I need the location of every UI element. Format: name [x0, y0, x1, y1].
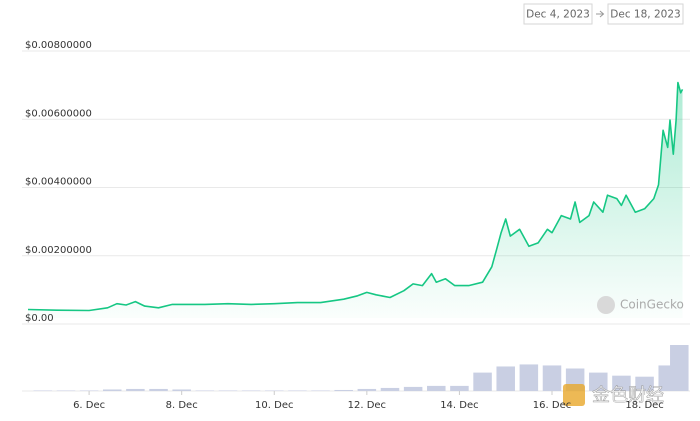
x-tick-label: 6. Dec — [73, 400, 105, 411]
volume-bar — [450, 385, 469, 391]
volume-bar — [473, 372, 492, 391]
y-tick-label: $0.00800000 — [25, 40, 92, 51]
date-to-box[interactable] — [607, 3, 684, 25]
area-fill — [28, 82, 683, 318]
volume-bar — [311, 390, 330, 391]
y-tick-label: $0.00600000 — [25, 108, 92, 119]
volume-bar — [427, 385, 446, 391]
volume-bar — [380, 387, 400, 391]
x-tick-label: 10. Dec — [255, 400, 293, 411]
y-tick-label: $0.00400000 — [25, 177, 92, 188]
x-tick-label: 16. Dec — [533, 400, 571, 411]
volume-bar — [56, 390, 76, 391]
y-tick-label: $0.00 — [25, 313, 54, 324]
volume-bar — [195, 390, 215, 391]
volume-bar — [519, 364, 539, 391]
overlay-logo — [563, 384, 585, 406]
volume-bar — [218, 390, 238, 391]
price-line — [27, 81, 684, 312]
x-axis: 6. Dec 8. Dec 10. Dec 12. Dec 14. Dec 16. Dec… — [73, 391, 664, 411]
x-tick-label: 18. Dec — [625, 400, 663, 411]
volume-bar — [542, 365, 562, 391]
volume-bar — [496, 366, 515, 391]
volume-bar — [79, 390, 99, 391]
volume-bar — [288, 390, 307, 391]
volume-bar — [172, 389, 191, 391]
volume-bar — [403, 386, 423, 391]
volume-bar — [265, 390, 284, 391]
date-from-box[interactable] — [523, 3, 593, 25]
volume-bar — [334, 389, 353, 391]
volume-bar — [126, 388, 145, 391]
date-to[interactable]: Dec 18, 2023 — [610, 9, 680, 21]
date-from[interactable]: Dec 4, 2023 — [526, 9, 590, 21]
volume-bar — [149, 388, 168, 391]
volume-bar — [102, 389, 122, 391]
arrow-head — [599, 10, 605, 18]
volume-bar — [612, 375, 631, 391]
x-tick-label: 14. Dec — [440, 400, 478, 411]
volume-bar — [241, 390, 261, 391]
y-tick-label: $0.00200000 — [25, 245, 92, 256]
volume-bar — [635, 376, 654, 391]
x-tick-label: 8. Dec — [166, 400, 198, 411]
volume-bar — [670, 345, 689, 391]
plot — [27, 81, 684, 318]
volume-bar — [357, 388, 377, 391]
watermark-logo — [597, 296, 615, 314]
overlay-watermark: 金色财经 — [592, 385, 664, 406]
volume-bars — [33, 345, 689, 391]
volume-bar — [589, 372, 608, 391]
x-tick-label: 12. Dec — [348, 400, 386, 411]
watermark: CoinGecko — [620, 298, 684, 312]
volume-bar — [33, 390, 53, 391]
